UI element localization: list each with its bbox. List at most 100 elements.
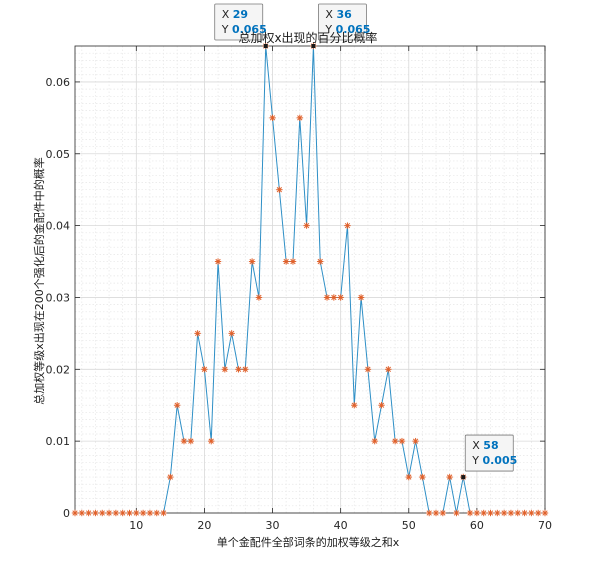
y-tick-label: 0.02 [46,363,71,376]
axes-box [74,45,546,514]
data-point-marker [412,437,419,445]
datatip-y-value: 0.065 [336,23,371,36]
data-point-marker [541,509,549,517]
data-point-marker [221,366,229,373]
data-point-marker [71,509,79,517]
data-point-marker [180,437,188,445]
datatip-y-value: 0.005 [482,454,517,467]
data-point-marker [289,258,297,265]
data-point-marker [248,258,256,265]
data-point-marker [337,294,344,301]
data-point-marker [507,509,515,517]
x-tick-label: 10 [129,519,143,532]
data-point-marker [494,509,501,517]
axes [74,45,546,514]
data-point-marker [228,330,235,337]
data-point-marker [276,186,283,193]
data-point-marker [146,509,154,517]
datatip-x-value: 36 [336,8,352,21]
datatip-y-value: 0.065 [232,23,267,36]
datatip-x-label: X 58 [472,439,498,452]
data-point-marker [317,258,324,265]
datatip-x-value: 29 [233,8,248,21]
data-point-marker [235,366,242,373]
data-point-marker [153,509,160,517]
data-point-marker [385,366,392,373]
data-point-marker [201,366,208,373]
data-point-marker [473,509,481,517]
data-point-marker [242,366,249,373]
datatip[interactable]: X 58 Y 0.005 [461,434,517,480]
data-point-marker [378,402,385,409]
datatip-anchor [311,44,316,48]
data-point-marker [514,509,521,517]
datatip-box [318,3,367,41]
x-axis-label: 单个金配件全部词条的加权等级之和x [217,535,400,549]
data-point-marker [119,509,126,517]
data-point-marker [534,509,542,517]
data-point-marker [303,222,310,229]
data-point-marker [480,509,487,517]
datatip-anchor [461,475,466,480]
data-point-marker [126,509,133,517]
datatip-box [214,3,264,41]
x-tick-label: 30 [266,519,280,532]
y-tick-label: 0.04 [46,220,71,233]
datatip[interactable]: X 36 Y 0.065 [311,3,370,48]
y-tick-label: 0.05 [46,148,71,161]
data-point-marker [351,402,358,409]
data-point-marker [112,509,120,517]
series-layer [71,42,549,517]
data-point-marker [282,258,290,265]
data-point-marker [466,509,474,517]
datatip-x-value: 58 [483,439,498,452]
data-point-marker [187,437,195,445]
y-axis-label: 总加权等级x出现在200个强化后的金配件中的概率 [32,157,46,405]
chart-title: 总加权x出现的百分比概率 [238,30,377,45]
data-point-marker [391,437,399,445]
data-point-marker [446,473,453,481]
datatip-y-label: Y 0.065 [221,23,267,36]
data-point-marker [92,509,99,517]
data-point-marker [323,294,331,301]
data-point-marker [419,473,426,481]
data-point-marker [487,509,494,517]
x-tick-label: 50 [402,519,416,532]
data-point-marker [371,437,378,445]
datatips[interactable]: X 29 Y 0.065 X 36 Y 0.065 X 58 Y 0.005 [214,3,518,480]
x-tick-label: 70 [538,519,552,532]
data-point-marker [330,294,338,301]
datatip-x-label: X 29 [222,8,248,21]
datatip[interactable]: X 29 Y 0.065 [214,3,268,48]
data-point-marker [357,294,365,301]
data-point-marker [78,509,86,517]
data-point-marker [139,509,147,517]
data-point-marker [173,402,181,409]
data-point-marker [105,509,113,517]
data-point-marker [99,509,106,517]
data-point-marker [167,473,174,481]
data-point-marker [364,366,372,373]
data-point-marker [453,509,460,517]
data-point-marker [133,509,140,517]
data-point-marker [160,509,167,517]
data-point-marker [208,437,215,445]
datatip-anchor [263,44,268,48]
y-tick-label: 0.01 [46,435,71,448]
data-point-marker [194,330,201,337]
datatip-y-label: Y 0.065 [324,23,370,36]
data-point-marker [432,509,440,517]
data-point-marker [405,473,412,481]
datatip-x-label: X 36 [325,8,352,21]
data-point-marker [398,437,406,445]
data-point-marker [426,509,433,517]
x-tick-label: 40 [334,519,348,532]
data-point-marker [85,509,92,517]
datatip-box [464,434,514,472]
series-line [75,45,545,514]
x-tick-label: 20 [197,519,211,532]
y-tick-label: 0.06 [46,76,71,89]
data-point-marker [521,509,528,517]
data-point-marker [255,294,263,301]
